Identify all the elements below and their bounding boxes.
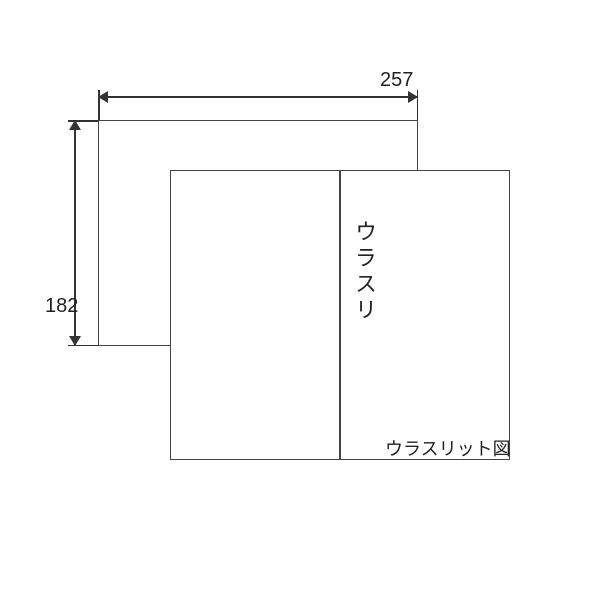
dim-width-label: 257 [380,70,413,90]
diagram-canvas: 257 182 ウラスリ ウラスリット図 [0,0,600,600]
dim-width-arrow-right [408,91,418,103]
dim-height-arrow-top [69,120,81,130]
diagram-caption: ウラスリット図 [385,435,511,461]
dim-height-label: 182 [45,296,78,316]
slit-vertical-label: ウラスリ [348,220,380,324]
dim-height-arrow-bot [69,336,81,346]
dim-width-line [98,96,418,98]
dim-width-arrow-left [98,91,108,103]
slit-line [339,170,341,460]
